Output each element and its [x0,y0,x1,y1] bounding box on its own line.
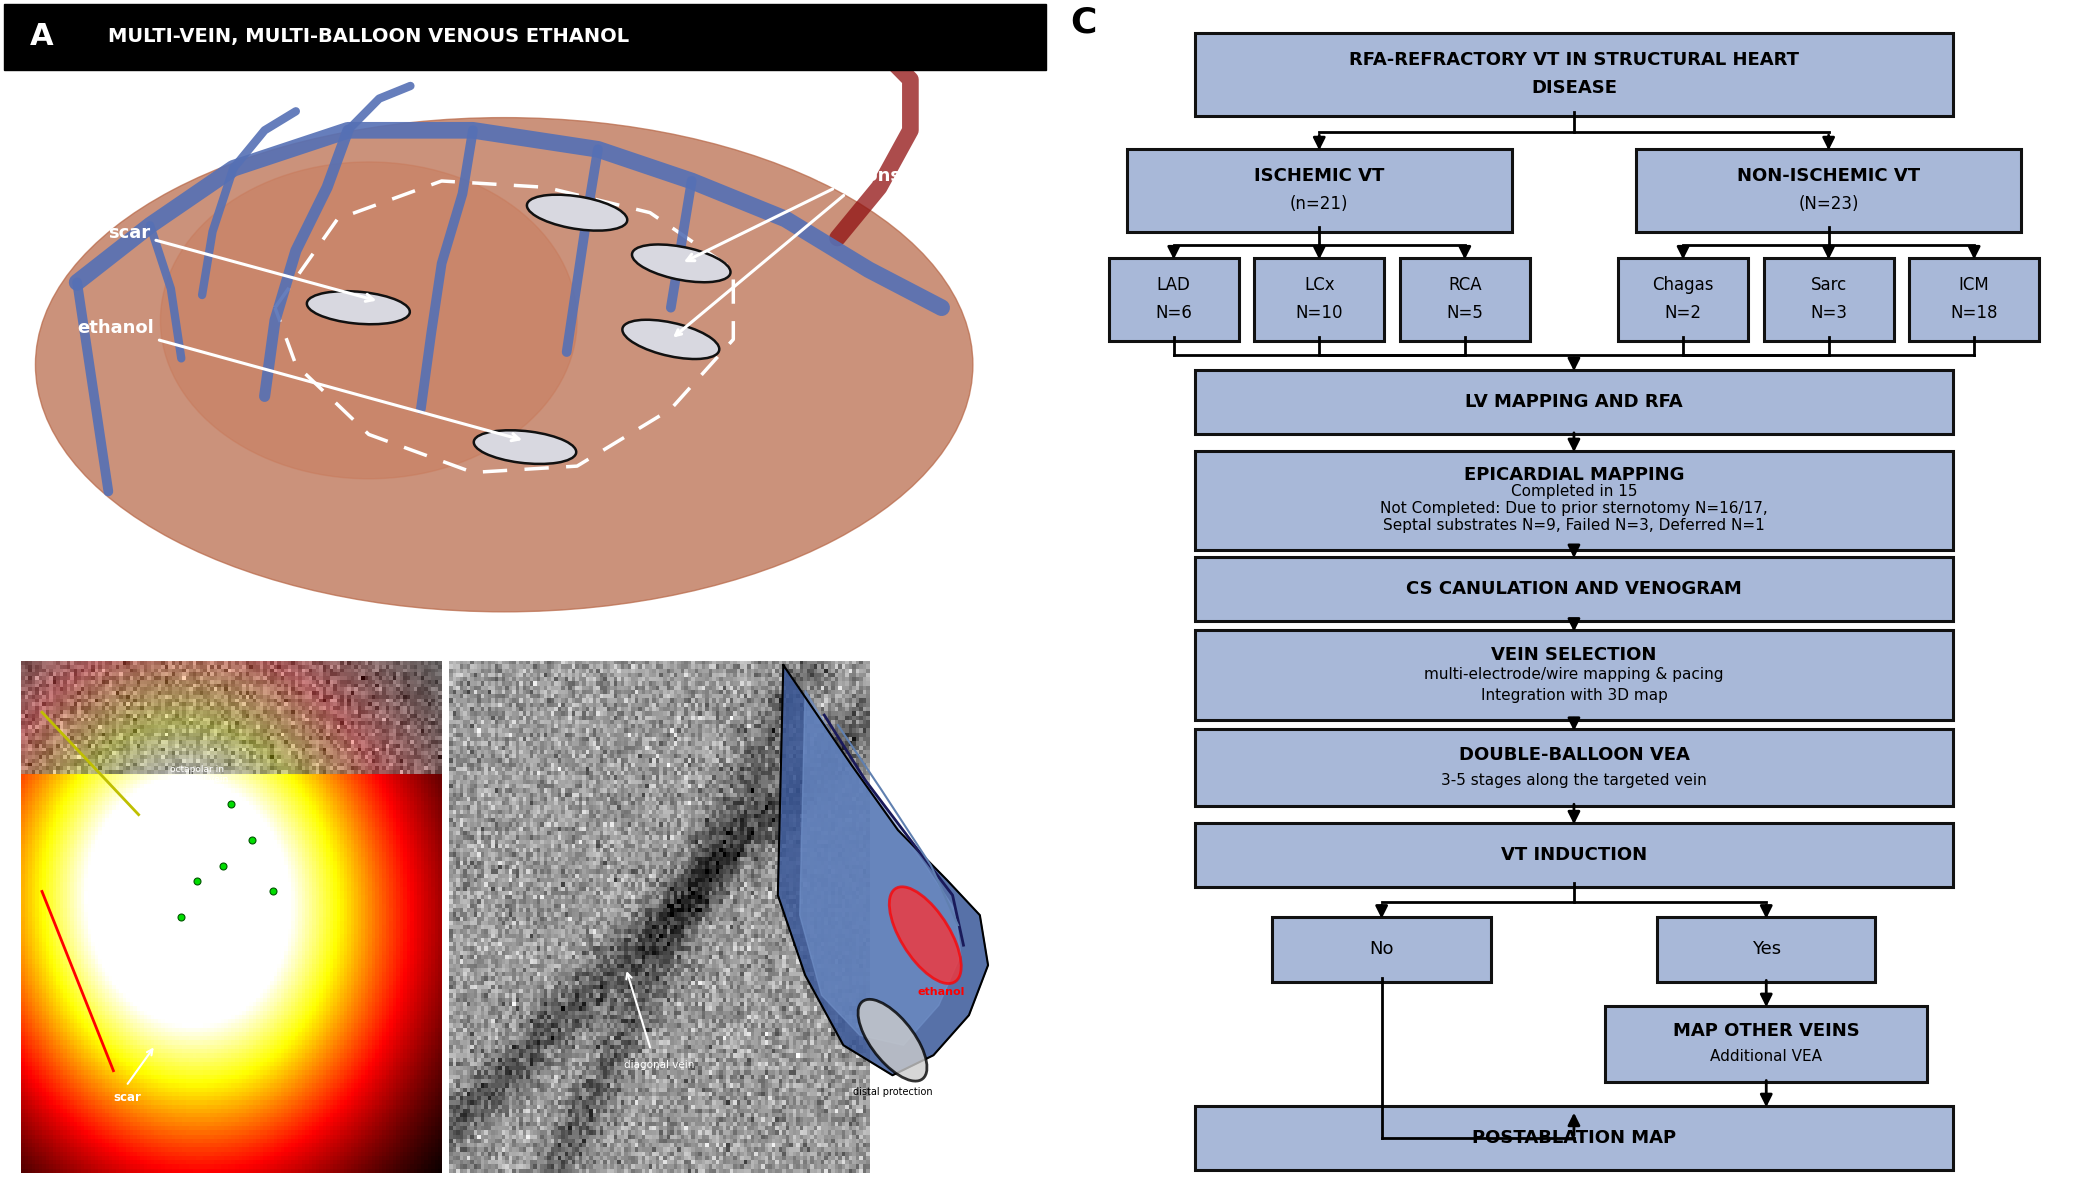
Text: scar: scar [113,1091,141,1104]
Text: ethanol: ethanol [78,319,519,441]
Text: Not Completed: Due to prior sternotomy N=16/17,: Not Completed: Due to prior sternotomy N… [1380,501,1768,517]
Text: EPICARDIAL MAPPING: EPICARDIAL MAPPING [1464,466,1684,484]
Ellipse shape [632,244,731,282]
Text: VEIN SELECTION: VEIN SELECTION [1491,646,1657,663]
Text: LAD: LAD [1157,276,1191,294]
Text: octapolar in
diagonal vein: octapolar in diagonal vein [166,765,229,784]
Text: Chagas: Chagas [1653,276,1714,294]
Text: (n=21): (n=21) [1289,195,1348,213]
Text: diagonal vein: diagonal vein [624,1060,695,1071]
Text: LV MAPPING AND RFA: LV MAPPING AND RFA [1466,393,1682,411]
Text: ISCHEMIC VT: ISCHEMIC VT [1254,167,1384,186]
Ellipse shape [307,291,410,324]
Bar [4,4,1046,70]
Ellipse shape [475,430,575,464]
Text: RCA: RCA [1449,276,1483,294]
Text: 3-5 stages along the targeted vein: 3-5 stages along the targeted vein [1441,773,1707,787]
Text: Completed in 15: Completed in 15 [1510,485,1638,499]
Text: ethanol: ethanol [918,987,966,997]
Text: LCx: LCx [1304,276,1336,294]
Text: MAP OTHER VEINS: MAP OTHER VEINS [1674,1022,1861,1040]
FancyBboxPatch shape [1273,917,1491,981]
FancyBboxPatch shape [1195,1105,1953,1171]
FancyBboxPatch shape [1195,450,1953,550]
Text: scar: scar [109,224,374,301]
Text: multi-electrode/wire mapping & pacing: multi-electrode/wire mapping & pacing [1424,667,1724,682]
Text: N=3: N=3 [1810,305,1848,323]
Text: DOUBLE-BALLOON VEA: DOUBLE-BALLOON VEA [1460,746,1688,763]
FancyBboxPatch shape [1636,149,2020,231]
Text: (N=23): (N=23) [1798,195,1858,213]
FancyBboxPatch shape [1195,369,1953,435]
Text: Septal substrates N=9, Failed N=3, Deferred N=1: Septal substrates N=9, Failed N=3, Defer… [1384,518,1764,534]
Ellipse shape [36,118,972,612]
Text: DISEASE: DISEASE [1531,80,1617,98]
Text: N=5: N=5 [1447,305,1483,323]
FancyBboxPatch shape [1604,1005,1928,1081]
Text: Yes: Yes [1751,941,1781,959]
Ellipse shape [622,319,720,358]
FancyBboxPatch shape [1195,33,1953,116]
Text: balloons: balloons [687,167,901,261]
FancyBboxPatch shape [1195,556,1953,622]
FancyBboxPatch shape [1909,258,2039,341]
Text: A: A [29,23,55,51]
Text: N=10: N=10 [1296,305,1344,323]
Text: RFA-REFRACTORY VT IN STRUCTURAL HEART: RFA-REFRACTORY VT IN STRUCTURAL HEART [1348,51,1800,69]
FancyBboxPatch shape [1764,258,1894,341]
Ellipse shape [859,999,926,1081]
Polygon shape [777,665,987,1075]
FancyBboxPatch shape [1128,149,1512,231]
Text: POSTABLATION MAP: POSTABLATION MAP [1472,1129,1676,1147]
Text: VT INDUCTION: VT INDUCTION [1502,846,1646,865]
FancyBboxPatch shape [1254,258,1384,341]
FancyBboxPatch shape [1619,258,1747,341]
Text: Additional VEA: Additional VEA [1709,1049,1823,1064]
Text: NON-ISCHEMIC VT: NON-ISCHEMIC VT [1737,167,1919,186]
FancyBboxPatch shape [1401,258,1529,341]
Text: N=2: N=2 [1665,305,1701,323]
Text: Integration with 3D map: Integration with 3D map [1480,687,1667,703]
Ellipse shape [888,887,962,984]
Text: Sarc: Sarc [1810,276,1846,294]
FancyBboxPatch shape [1195,823,1953,887]
Text: distal protection: distal protection [853,1087,932,1097]
Text: N=6: N=6 [1155,305,1193,323]
Text: No: No [1369,941,1394,959]
FancyBboxPatch shape [1195,630,1953,719]
FancyBboxPatch shape [1657,917,1875,981]
Text: MULTI-VEIN, MULTI-BALLOON VENOUS ETHANOL: MULTI-VEIN, MULTI-BALLOON VENOUS ETHANOL [109,27,630,46]
FancyBboxPatch shape [1109,258,1239,341]
Ellipse shape [160,162,578,479]
Text: B: B [23,660,46,688]
Polygon shape [800,690,962,1046]
FancyBboxPatch shape [1195,729,1953,805]
Text: C: C [1069,6,1096,40]
Text: N=18: N=18 [1951,305,1997,323]
Ellipse shape [527,194,628,231]
Text: CS CANULATION AND VENOGRAM: CS CANULATION AND VENOGRAM [1407,580,1741,598]
Text: ICM: ICM [1959,276,1989,294]
